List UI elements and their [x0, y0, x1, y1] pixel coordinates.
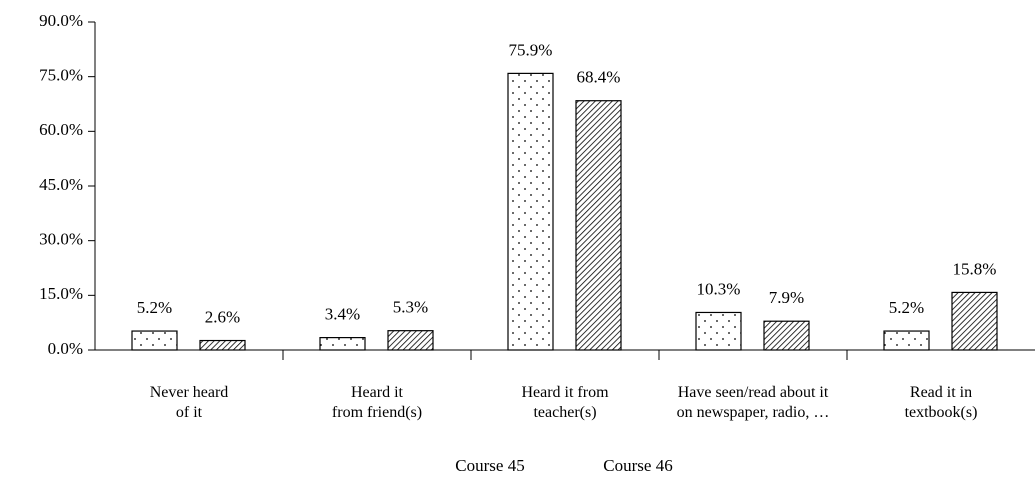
value-label: 15.8%	[953, 259, 997, 278]
bar	[319, 337, 366, 351]
bar	[883, 330, 930, 351]
y-tick-label: 30.0%	[39, 230, 83, 249]
bar	[695, 311, 742, 351]
y-tick-label: 90.0%	[39, 11, 83, 30]
bar	[387, 330, 434, 351]
value-label: 5.2%	[889, 298, 924, 317]
y-tick-label: 15.0%	[39, 284, 83, 303]
value-label: 7.9%	[769, 288, 804, 307]
x-tick-label: Read it in textbook(s)	[904, 384, 978, 421]
x-tick-label: Heard it from teacher(s)	[521, 384, 609, 421]
x-tick-label: Heard it from friend(s)	[331, 384, 423, 421]
x-tick-label: Never heard of it	[149, 384, 229, 421]
bar	[951, 291, 998, 351]
bar	[199, 339, 246, 351]
value-label: 3.4%	[325, 305, 360, 324]
value-label: 68.4%	[577, 68, 621, 87]
y-tick-label: 0.0%	[48, 339, 83, 358]
x-tick-label: Have seen/read about it on newspaper, ra…	[676, 384, 830, 421]
legend-label: Course 45	[455, 456, 524, 475]
bar	[507, 72, 554, 351]
bar	[575, 100, 622, 351]
value-label: 5.3%	[393, 298, 428, 317]
value-label: 10.3%	[697, 279, 741, 298]
legend-label: Course 46	[603, 456, 672, 475]
value-label: 75.9%	[509, 40, 553, 59]
value-label: 2.6%	[205, 307, 240, 326]
y-tick-label: 45.0%	[39, 175, 83, 194]
bar	[763, 320, 810, 351]
value-label: 5.2%	[137, 298, 172, 317]
y-tick-label: 60.0%	[39, 120, 83, 139]
bar	[131, 330, 178, 351]
y-tick-label: 75.0%	[39, 66, 83, 85]
